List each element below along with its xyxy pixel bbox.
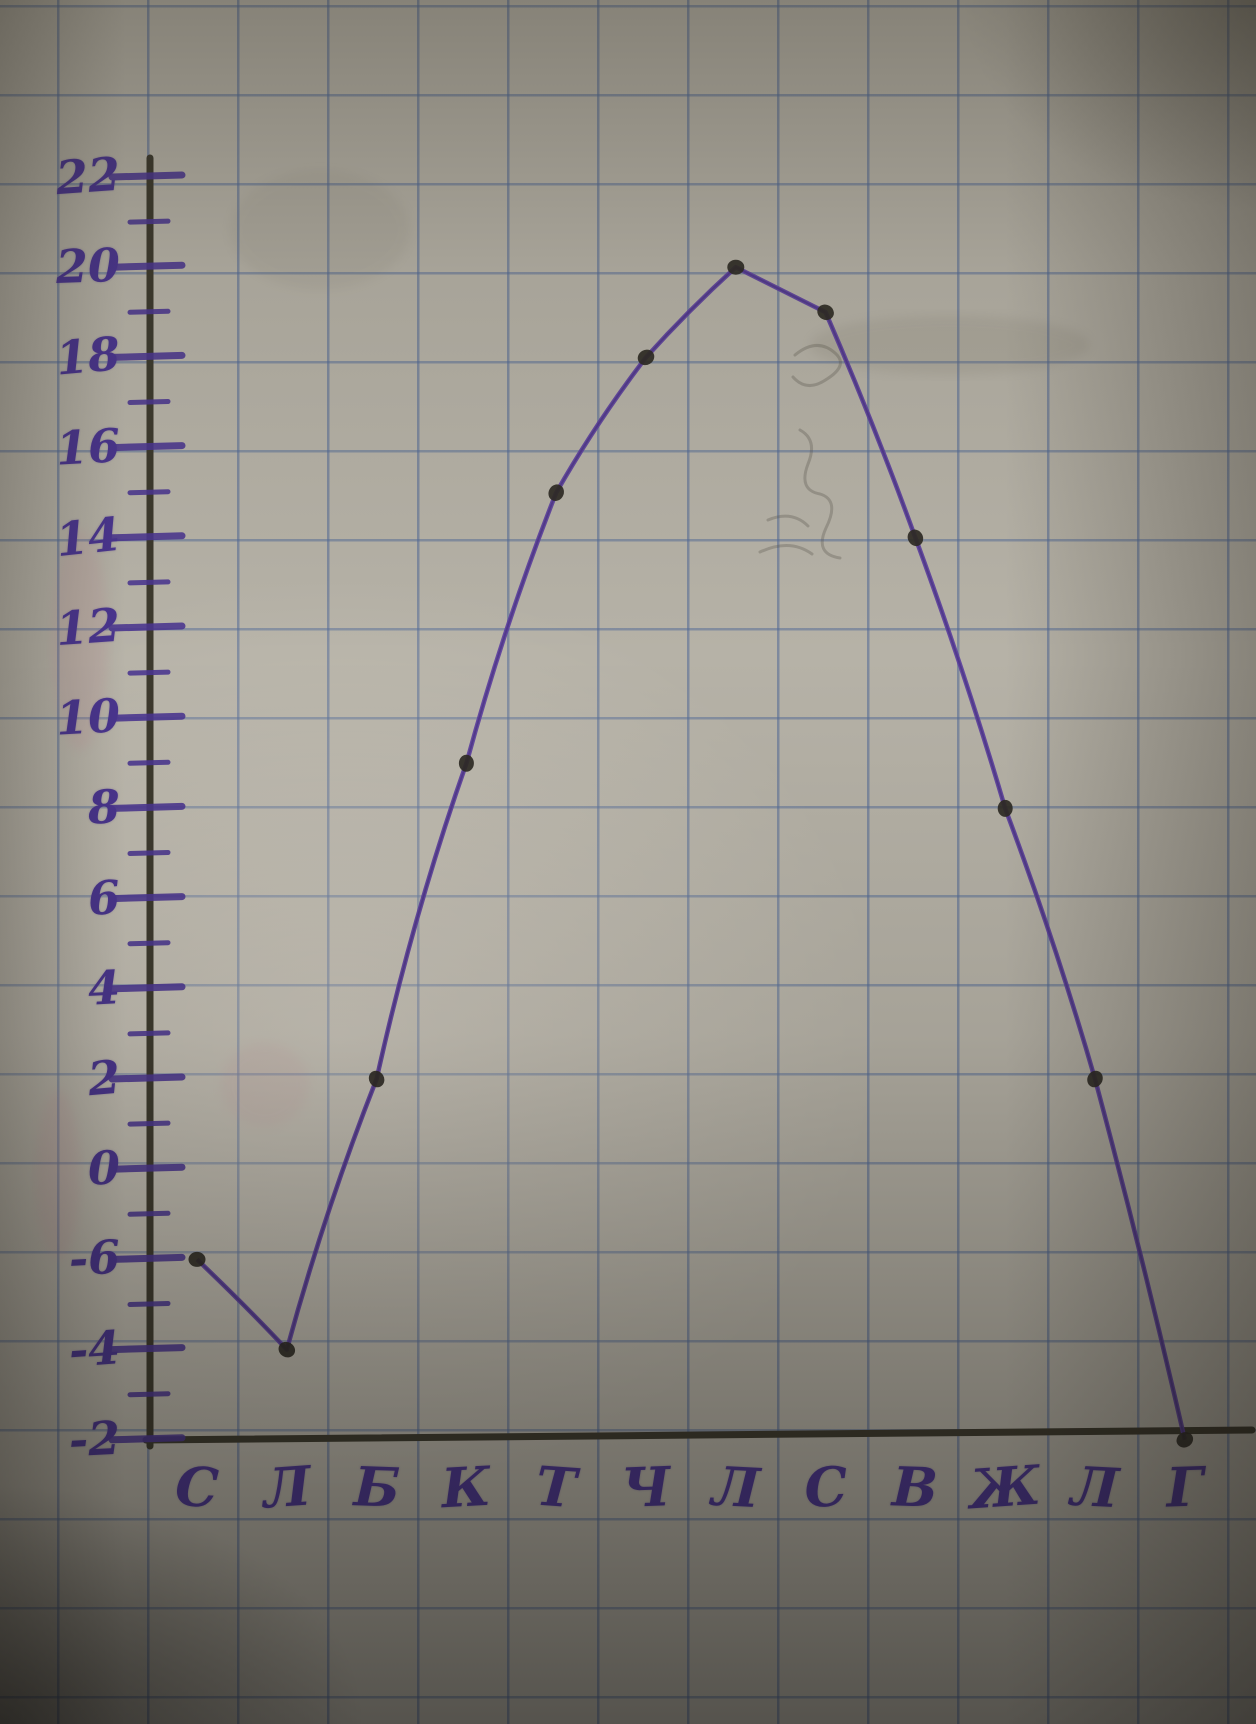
y-axis-tick-label: -6 [67,1230,122,1287]
major-tick [108,622,186,632]
minor-tick [127,579,171,586]
data-point [368,1070,385,1088]
x-axis-month-label: Ж [967,1452,1043,1522]
major-tick [108,983,186,993]
minor-tick [127,1120,171,1127]
x-axis-month-label: Л [1069,1453,1121,1521]
minor-tick [127,399,171,405]
y-axis-tick-label: 16 [54,417,122,476]
major-tick [108,893,186,903]
y-axis-tick-label: 10 [54,688,122,746]
minor-tick [127,1391,171,1398]
minor-tick [127,759,171,766]
y-axis-tick-label: 12 [54,597,122,657]
temperature-line [195,264,1187,1441]
y-axis-tick-label: 22 [54,146,122,206]
y-axis-tick-label: 14 [53,506,123,567]
y-axis-tick-label: -4 [67,1319,122,1378]
major-tick [108,1253,186,1263]
major-tick [108,351,186,361]
major-tick [108,171,186,181]
pencil-scribble [758,344,842,560]
x-axis-month-label: С [802,1453,849,1521]
data-point [997,799,1013,817]
major-tick [108,712,186,722]
major-tick [108,802,186,812]
major-tick [108,1344,186,1354]
x-axis-month-label: Б [352,1454,401,1520]
data-point [907,529,924,547]
paper-smudges [36,170,1090,1260]
data-point [727,259,745,275]
x-axis-line [142,1426,1256,1444]
y-axis-tick-label: 2 [85,1049,123,1107]
minor-tick [127,308,171,315]
data-point [188,1251,206,1267]
minor-tick [127,489,171,496]
y-axis-tick-label: 8 [87,779,121,835]
major-tick [108,1163,186,1173]
data-point [548,484,564,501]
major-tick [108,532,186,542]
major-tick [108,1434,186,1444]
x-axis-month-label: Л [260,1453,313,1521]
data-points [188,259,1194,1448]
y-axis-tick-label: 20 [55,238,121,295]
major-tick [108,442,186,452]
x-axis-month-label: Ч [620,1454,672,1520]
data-point [817,304,834,321]
y-axis-tick-label: -2 [67,1410,122,1468]
data-point [458,754,474,772]
y-axis-tick-label: 18 [53,326,123,386]
y-axis-tick-label: 4 [86,959,122,1016]
x-axis-month-label: С [173,1453,221,1521]
x-axis-month-label: Л [710,1453,762,1521]
minor-tick [127,1301,171,1307]
y-axis-tick-label: 0 [87,1140,121,1196]
major-tick [108,1073,186,1083]
major-tick [108,261,186,271]
x-axis-month-label: В [891,1454,940,1520]
x-axis-month-label: Т [533,1453,579,1521]
minor-tick [127,218,171,225]
x-axis-month-label: К [440,1453,493,1521]
minor-tick [127,940,171,947]
x-axis-month-label: Г [1165,1454,1205,1520]
minor-tick [127,669,171,676]
data-point [1087,1070,1103,1088]
minor-tick [127,850,171,856]
minor-tick [127,1030,171,1037]
minor-tick [127,1210,171,1217]
y-axis-tick-label: 6 [86,869,122,926]
